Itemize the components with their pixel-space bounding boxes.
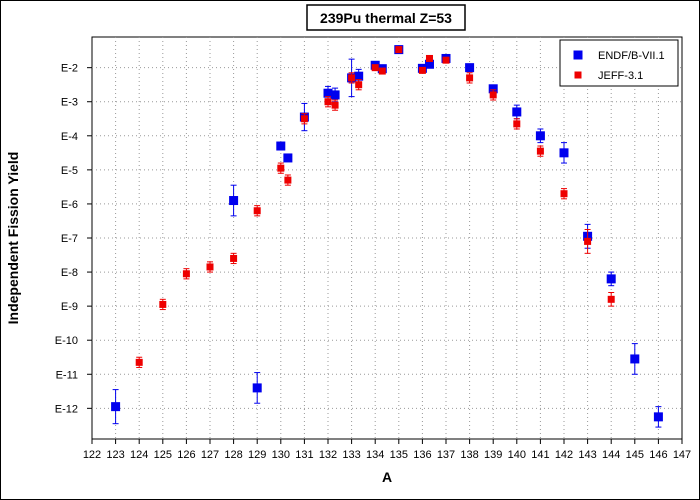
data-point — [323, 88, 333, 98]
x-tick-label: 128 — [224, 449, 242, 461]
x-tick-label: 144 — [602, 449, 620, 461]
data-point — [488, 84, 498, 94]
data-point — [276, 141, 286, 151]
data-point — [536, 147, 544, 155]
x-tick-label: 127 — [201, 449, 219, 461]
data-point — [252, 383, 262, 393]
x-tick-label: 126 — [177, 449, 195, 461]
data-point — [489, 91, 497, 99]
x-axis: 122 123 124 125 126 127 128 129 130 131 132 133 134 1… — [83, 439, 691, 461]
data-point — [324, 98, 332, 106]
x-tick-label: 141 — [531, 449, 549, 461]
data-point — [466, 74, 474, 82]
y-tick-label: E-8 — [61, 267, 78, 279]
x-tick-label: 124 — [130, 449, 148, 461]
legend: ENDF/B-VII.1 JEFF-3.1 — [559, 39, 679, 87]
data-point — [354, 71, 364, 81]
x-tick-label: 138 — [460, 449, 478, 461]
data-point — [512, 107, 522, 117]
x-tick-label: 134 — [366, 449, 384, 461]
x-tick-label: 130 — [272, 449, 290, 461]
data-point — [330, 90, 340, 100]
data-point — [135, 358, 143, 366]
y-tick-label: E-3 — [61, 97, 78, 109]
data-point — [229, 196, 239, 206]
data-point — [630, 354, 640, 364]
y-tick-label: E-4 — [61, 131, 78, 143]
data-point — [277, 164, 285, 172]
y-tick-label: E-12 — [55, 403, 78, 415]
legend-label: ENDF/B-VII.1 — [598, 50, 665, 62]
data-point — [182, 270, 190, 278]
y-tick-label: E-5 — [61, 165, 78, 177]
x-tick-label: 139 — [484, 449, 502, 461]
data-point — [355, 81, 363, 89]
data-point — [424, 59, 434, 69]
data-point — [331, 101, 339, 109]
data-point — [159, 300, 167, 308]
data-point — [584, 237, 592, 245]
y-tick-label: E-6 — [61, 199, 78, 211]
data-point — [206, 263, 214, 271]
data-point — [395, 46, 403, 54]
data-point — [607, 295, 615, 303]
data-point — [378, 67, 386, 75]
data-point — [559, 148, 569, 158]
data-point — [465, 63, 475, 73]
x-tick-label: 147 — [673, 449, 691, 461]
data-point — [606, 274, 616, 284]
y-axis: E-2 E-3 E-4 E-5 E-6 E-7 E-8 E-9 E-10 E-11 E-12 — [55, 63, 92, 415]
x-tick-label: 145 — [626, 449, 644, 461]
data-point — [230, 254, 238, 262]
x-tick-label: 133 — [342, 449, 360, 461]
legend-label: JEFF-3.1 — [598, 70, 643, 82]
data-point — [371, 64, 379, 72]
data-point — [535, 131, 545, 141]
x-tick-label: 143 — [578, 449, 596, 461]
chart-title-text: 239Pu thermal Z=53 — [320, 10, 452, 26]
chart-title: 239Pu thermal Z=53 — [306, 4, 466, 31]
x-tick-label: 140 — [508, 449, 526, 461]
y-tick-label: E-2 — [61, 63, 78, 75]
x-tick-label: 146 — [649, 449, 667, 461]
data-point — [300, 115, 308, 123]
y-tick-label: E-7 — [61, 233, 78, 245]
x-tick-label: 129 — [248, 449, 266, 461]
data-points — [111, 45, 663, 428]
data-point — [442, 56, 450, 64]
y-tick-label: E-11 — [56, 369, 78, 381]
data-point — [418, 66, 426, 74]
x-tick-label: 123 — [106, 449, 124, 461]
legend-marker — [574, 71, 582, 79]
x-tick-label: 136 — [413, 449, 431, 461]
x-tick-label: 137 — [437, 449, 455, 461]
data-point — [253, 207, 261, 215]
x-tick-label: 131 — [295, 449, 313, 461]
x-tick-label: 142 — [555, 449, 573, 461]
y-tick-label: E-9 — [61, 301, 78, 313]
data-point — [348, 74, 356, 82]
x-tick-label: 122 — [83, 449, 101, 461]
grid-lines — [92, 37, 682, 439]
data-point — [425, 54, 433, 62]
data-point — [283, 153, 293, 163]
series-jeff — [135, 46, 615, 368]
y-axis-title: Independent Fission Yield — [5, 152, 21, 325]
x-tick-label: 132 — [319, 449, 337, 461]
data-point — [560, 190, 568, 198]
data-point — [284, 176, 292, 184]
x-axis-title: A — [382, 469, 392, 485]
data-point — [513, 120, 521, 128]
x-tick-label: 125 — [154, 449, 172, 461]
chart-title-box — [306, 4, 466, 31]
data-point — [653, 412, 663, 422]
y-tick-label: E-10 — [55, 335, 78, 347]
data-point — [111, 402, 121, 412]
x-tick-label: 135 — [390, 449, 408, 461]
legend-marker — [573, 50, 583, 60]
